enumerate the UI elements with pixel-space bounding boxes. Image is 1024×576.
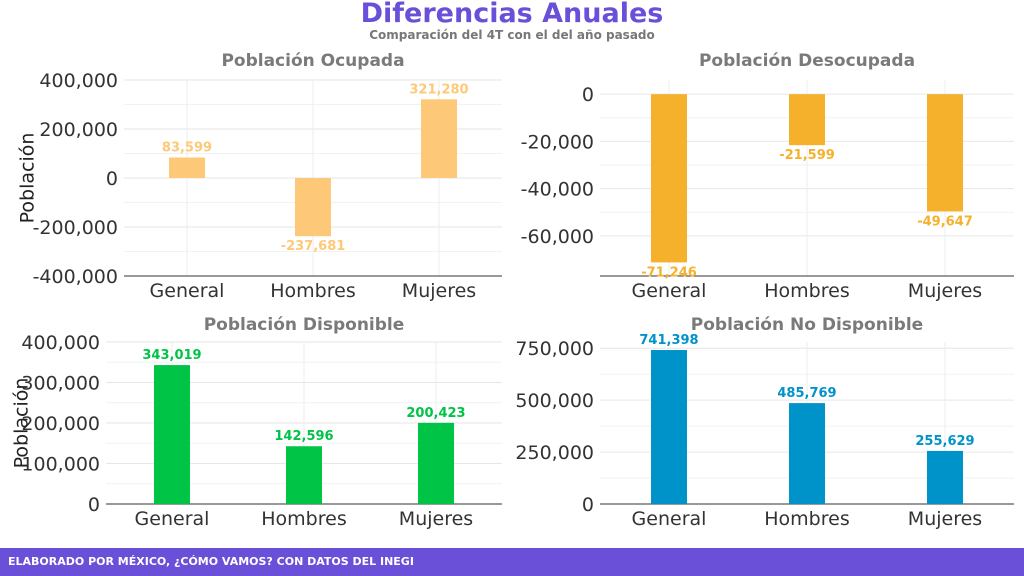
chart-title: Población Desocupada — [699, 51, 915, 71]
x-tick-label-hombres: Hombres — [764, 508, 849, 530]
footer-credit: ELABORADO POR MÉXICO, ¿CÓMO VAMOS? CON D… — [0, 548, 1024, 576]
chart-poblacion-desocupada: Población Desocupada -60,000 -40,000 -20,00… — [521, 51, 1014, 302]
data-label-hombres: -237,681 — [281, 239, 346, 254]
bar-hombres — [295, 178, 331, 237]
x-tick-label-general: General — [135, 508, 210, 530]
y-tick-label: -40,000 — [521, 179, 594, 201]
y-tick-label: 750,000 — [515, 338, 594, 360]
data-label-hombres: -21,599 — [779, 148, 835, 163]
x-tick-label-hombres: Hombres — [261, 508, 346, 530]
bar-mujeres — [927, 94, 963, 212]
data-label-mujeres: -49,647 — [917, 214, 973, 229]
chart-poblacion-disponible: Población Disponible 0 100,000 200,000 300,0… — [11, 315, 502, 530]
y-tick-label: 0 — [106, 168, 118, 190]
bar-hombres — [789, 403, 825, 504]
y-tick-label: 0 — [582, 84, 594, 106]
x-tick-label-mujeres: Mujeres — [908, 508, 982, 530]
y-tick-label: 0 — [582, 494, 594, 516]
x-tick-label-hombres: Hombres — [270, 280, 355, 302]
y-tick-label: 200,000 — [39, 119, 118, 141]
x-tick-label-general: General — [632, 280, 707, 302]
y-tick-label: 250,000 — [515, 442, 594, 464]
y-axis-label: Población — [17, 133, 39, 224]
data-label-general: -71,246 — [641, 265, 697, 280]
bar-general — [651, 350, 687, 504]
bar-general — [154, 365, 190, 504]
y-tick-label: -200,000 — [33, 217, 118, 239]
y-tick-label: 400,000 — [21, 332, 100, 354]
y-tick-label: -400,000 — [33, 266, 118, 288]
x-tick-label-general: General — [150, 280, 225, 302]
bar-mujeres — [421, 99, 457, 178]
y-tick-label: 0 — [88, 494, 100, 516]
y-tick-label: 500,000 — [515, 390, 594, 412]
x-tick-label-mujeres: Mujeres — [399, 508, 473, 530]
chart-poblacion-no-disponible: Población No Disponible 0 250,000 500,000 75… — [515, 315, 1014, 530]
bar-hombres — [286, 446, 322, 504]
bar-mujeres — [418, 422, 454, 504]
data-label-hombres: 485,769 — [777, 386, 836, 401]
chart-title: Población Ocupada — [221, 51, 404, 71]
data-label-general: 741,398 — [639, 333, 698, 348]
data-label-mujeres: 200,423 — [406, 406, 465, 421]
data-label-general: 83,599 — [162, 141, 212, 156]
x-tick-label-hombres: Hombres — [764, 280, 849, 302]
y-tick-label: 100,000 — [21, 454, 100, 476]
data-label-mujeres: 321,280 — [409, 82, 468, 97]
x-tick-label-mujeres: Mujeres — [402, 280, 476, 302]
chart-title: Población No Disponible — [691, 315, 923, 335]
bar-mujeres — [927, 450, 963, 504]
y-tick-label: -60,000 — [521, 226, 594, 248]
bar-general — [651, 94, 687, 263]
x-tick-label-general: General — [632, 508, 707, 530]
data-label-mujeres: 255,629 — [915, 434, 974, 449]
y-tick-label: 200,000 — [21, 413, 100, 435]
page-subtitle: Comparación del 4T con el del año pasado — [369, 28, 655, 42]
bar-hombres — [789, 94, 825, 146]
y-tick-label: 300,000 — [21, 373, 100, 395]
chart-title: Población Disponible — [204, 315, 405, 335]
y-tick-label: -20,000 — [521, 131, 594, 153]
data-label-hombres: 142,596 — [274, 429, 333, 444]
data-label-general: 343,019 — [142, 348, 201, 363]
x-tick-label-mujeres: Mujeres — [908, 280, 982, 302]
y-axis-label: Población — [11, 378, 33, 469]
bar-general — [169, 157, 205, 178]
y-tick-label: 400,000 — [39, 70, 118, 92]
chart-poblacion-ocupada: Población Ocupada -400,000 -200,000 0 200,00… — [17, 51, 502, 302]
page-title: Diferencias Anuales — [360, 0, 664, 29]
